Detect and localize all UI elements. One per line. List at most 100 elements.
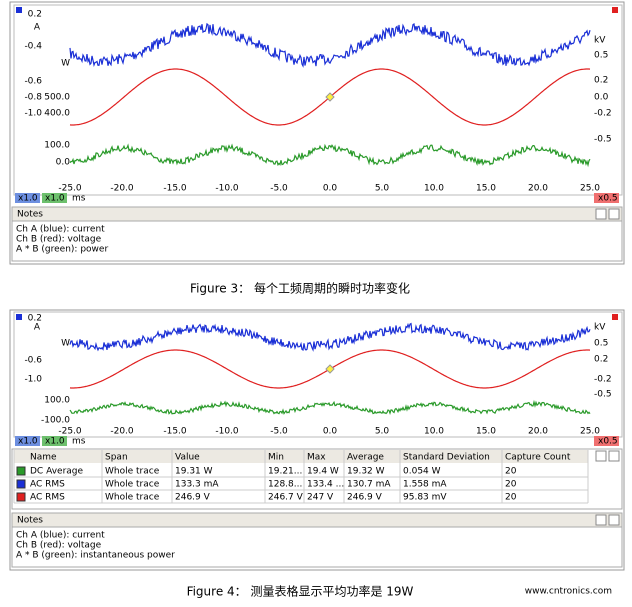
x-axis-label: 5.0	[375, 427, 390, 437]
right-axis-label: -0.5	[594, 390, 612, 400]
x-axis-label: 25.0	[580, 427, 600, 437]
table-header	[14, 450, 588, 463]
scale-button-label: x1.0	[45, 194, 65, 204]
left-axis-label: 400.0	[44, 109, 70, 119]
right-axis-label: -0.2	[594, 109, 612, 119]
notes-title: Notes	[17, 516, 43, 526]
x-axis-label: -20.0	[110, 427, 134, 437]
table-header-cell: Capture Count	[505, 453, 571, 463]
table-cell: 246.7 V	[268, 493, 304, 503]
notes-line: A * B (green): instantaneous power	[16, 551, 175, 561]
left-axis-label: A	[34, 323, 41, 333]
notes-header	[11, 206, 623, 222]
channel-swatch	[16, 479, 26, 489]
table-cell: AC RMS	[30, 493, 65, 503]
notes-line: Ch B (red): voltage	[16, 235, 102, 245]
table-cell: Whole trace	[105, 480, 160, 490]
right-axis-label: 0.2	[594, 355, 608, 365]
right-axis-label: -0.2	[594, 375, 612, 385]
table-cell: 1.558 mA	[403, 480, 447, 490]
x-axis-label: 0.0	[323, 184, 338, 194]
table-cell: 247 V	[307, 493, 334, 503]
scale-button-label: x1.0	[18, 194, 38, 204]
x-axis-label: -15.0	[163, 184, 187, 194]
table-cell: 20	[505, 467, 517, 477]
scale-button-label: x0.5	[598, 194, 618, 204]
left-axis-label: -1.0	[24, 109, 42, 119]
notes-header	[11, 512, 623, 528]
trigger-marker	[325, 364, 335, 374]
x-axis-label: 0.0	[323, 427, 338, 437]
scale-button[interactable]	[15, 193, 40, 203]
table-header-cell: Standard Deviation	[403, 453, 490, 463]
close-button[interactable]	[608, 208, 620, 220]
scale-button-label: x0.5	[598, 437, 618, 447]
x-axis-label: 20.0	[528, 184, 548, 194]
left-axis-label: 100.0	[44, 141, 70, 151]
right-axis-label: 0.5	[594, 51, 608, 61]
notes-line: A * B (green): power	[16, 245, 108, 255]
right-axis-label: kV	[594, 36, 606, 46]
minimize-button[interactable]	[595, 514, 607, 526]
channel-a-trace	[69, 22, 591, 68]
x-axis-label: -10.0	[215, 184, 239, 194]
scale-button[interactable]	[594, 436, 619, 446]
scale-button[interactable]	[42, 436, 67, 446]
table-cell: 20	[505, 493, 517, 503]
x-axis-label: -15.0	[163, 427, 187, 437]
table-cell: 133.4 ...	[307, 480, 344, 490]
x-axis-label: 25.0	[580, 184, 600, 194]
minimize-button[interactable]	[595, 450, 607, 462]
notes-line: Ch A (blue): current	[16, 531, 105, 541]
channel-swatch	[16, 466, 26, 476]
channel-b-marker	[612, 7, 618, 13]
left-axis-label: 0.0	[56, 158, 71, 168]
table-cell: 246.9 V	[175, 493, 211, 503]
right-axis-label: 0.5	[594, 339, 608, 349]
table-cell: 95.83 mV	[403, 493, 447, 503]
x-axis-label: 10.0	[424, 427, 444, 437]
right-axis-label: -0.5	[594, 135, 612, 145]
left-axis-label: -0.8	[24, 93, 42, 103]
table-header-cell: Max	[307, 453, 326, 463]
right-axis-label: 0.2	[594, 76, 608, 86]
scale-button[interactable]	[594, 193, 619, 203]
table-cell: 0.054 W	[403, 467, 441, 477]
x-axis-label: -5.0	[270, 184, 288, 194]
x-axis-label: 20.0	[528, 427, 548, 437]
x-axis-label: -25.0	[58, 427, 82, 437]
x-axis-label: -5.0	[270, 427, 288, 437]
channel-b-marker	[612, 314, 618, 320]
scale-button[interactable]	[15, 436, 40, 446]
table-cell: AC RMS	[30, 480, 65, 490]
notes-title: Notes	[17, 210, 43, 220]
x-axis-label: -10.0	[215, 427, 239, 437]
x-axis-label: -25.0	[58, 184, 82, 194]
x-axis-label: 15.0	[476, 427, 496, 437]
minimize-button[interactable]	[595, 208, 607, 220]
close-button[interactable]	[608, 450, 620, 462]
table-cell: 130.7 mA	[347, 480, 391, 490]
left-axis-label: -1.0	[24, 375, 42, 385]
left-axis-label: -0.6	[24, 356, 42, 366]
close-button[interactable]	[608, 514, 620, 526]
left-axis-label: 100.0	[44, 396, 70, 406]
math-trace	[69, 399, 591, 415]
notes-line: Ch B (red): voltage	[16, 541, 102, 551]
scale-button[interactable]	[42, 193, 67, 203]
x-unit-label: ms	[72, 437, 86, 447]
right-axis-label: kV	[594, 323, 606, 333]
left-axis-label: -0.4	[24, 42, 42, 52]
left-axis-label: 0.2	[28, 10, 42, 20]
table-header-cell: Min	[268, 453, 284, 463]
x-axis-label: 5.0	[375, 184, 390, 194]
channel-a-marker	[16, 314, 22, 320]
notes-line: Ch A (blue): current	[16, 225, 105, 235]
watermark: www.cntronics.com	[525, 587, 612, 597]
scale-button-label: x1.0	[45, 437, 65, 447]
figure-caption: Figure 3： 每个工频周期的瞬时功率变化	[190, 281, 410, 296]
table-cell: 19.4 W	[307, 467, 339, 477]
left-axis-label: W	[61, 339, 70, 349]
